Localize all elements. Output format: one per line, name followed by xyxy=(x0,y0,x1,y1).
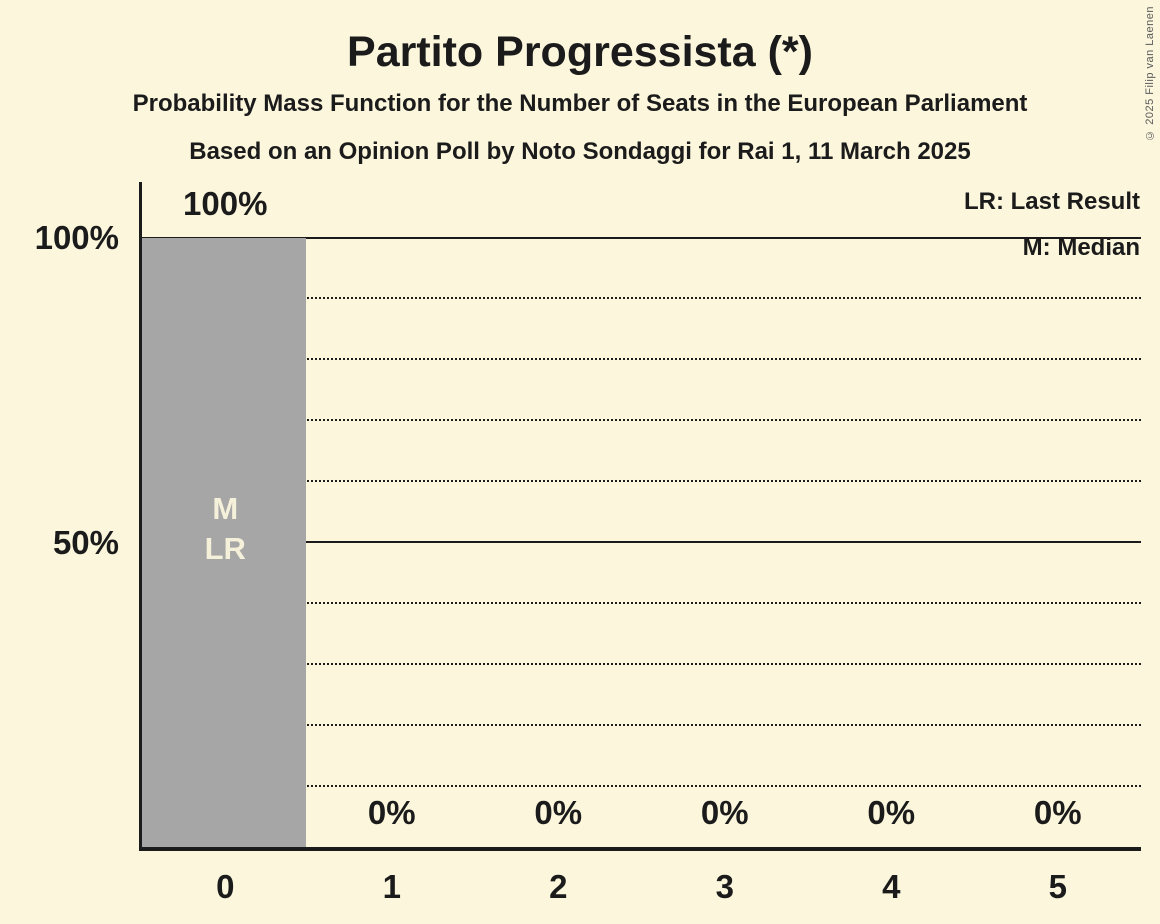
gridline-dotted xyxy=(142,723,1141,726)
x-tick-label: 3 xyxy=(715,868,734,905)
gridline-dotted xyxy=(142,419,1141,422)
gridline-dotted xyxy=(142,358,1141,361)
gridline-dotted xyxy=(142,601,1141,604)
gridline-solid xyxy=(142,236,1141,239)
bar-value-label: 0% xyxy=(367,794,416,831)
y-tick-label: 50% xyxy=(52,523,119,561)
gridline-solid xyxy=(142,541,1141,543)
legend-median: M: Median xyxy=(1022,234,1140,261)
page-title: Partito Progressista (*) xyxy=(347,28,813,76)
y-tick-label: 100% xyxy=(34,219,119,256)
gridline-dotted xyxy=(142,297,1141,300)
bar-value-label: 0% xyxy=(700,794,749,831)
gridline-dotted xyxy=(142,480,1141,483)
bar-value-label: 0% xyxy=(1033,794,1082,831)
copyright-notice: © 2025 Filip van Laenen xyxy=(1144,6,1156,141)
bar-annotation: M LR xyxy=(145,489,305,569)
x-tick-label: 2 xyxy=(549,868,568,905)
x-tick-label: 5 xyxy=(1048,868,1067,905)
bar-value-label: 100% xyxy=(183,185,268,222)
x-tick-label: 0 xyxy=(216,868,235,905)
subtitle-pmf: Probability Mass Function for the Number… xyxy=(132,90,1028,117)
gridline-dotted xyxy=(142,662,1141,665)
gridline-dotted xyxy=(142,784,1141,787)
x-tick-label: 4 xyxy=(882,868,901,905)
plot-area: 100% 0 M LR 0% 1 0% 2 0% 3 0% 4 0% 5 100% 50% xyxy=(35,182,1141,905)
bar-value-label: 0% xyxy=(867,794,916,831)
subtitle-poll-source: Based on an Opinion Poll by Noto Sondagg… xyxy=(189,138,971,165)
bar-value-label: 0% xyxy=(534,794,583,831)
legend-last-result: LR: Last Result xyxy=(963,188,1140,215)
bar xyxy=(142,238,306,847)
bar-annotation-line: LR xyxy=(204,531,246,566)
x-tick-label: 1 xyxy=(382,868,401,905)
bar-annotation-line: M xyxy=(212,491,239,526)
